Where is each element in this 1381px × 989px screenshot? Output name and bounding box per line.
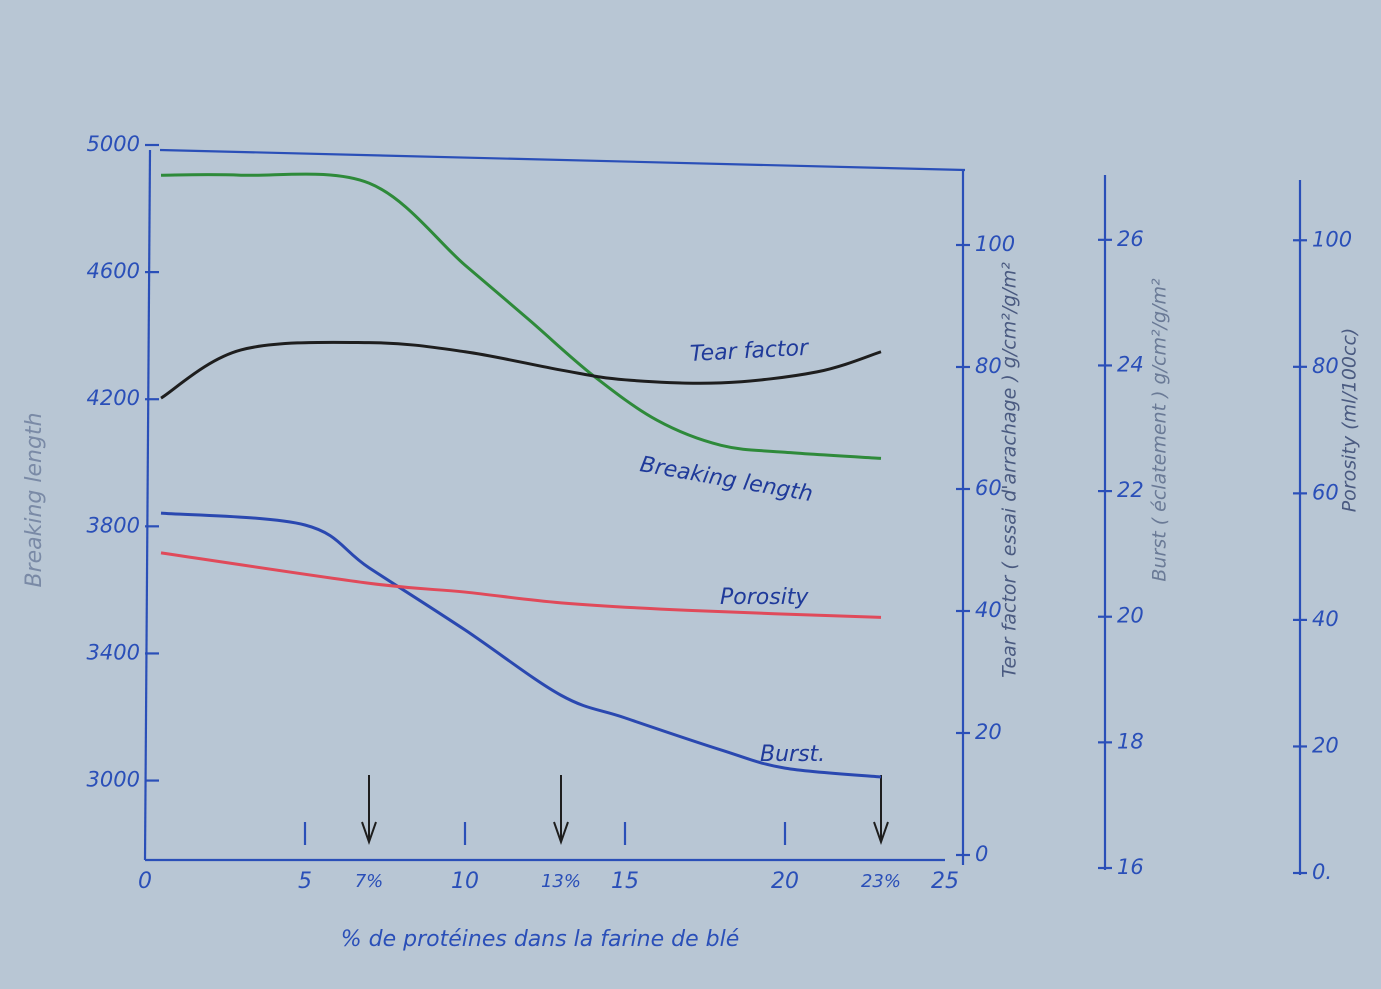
y-tick-label: 40: [975, 598, 1002, 622]
y-axis-title: Breaking length: [22, 412, 47, 587]
y-tick-label: 22: [1117, 478, 1144, 502]
y-tick-label: 20: [1117, 604, 1144, 628]
y2-axis-title: Tear factor ( essai d'arrachage ) g/cm²/…: [999, 262, 1021, 678]
y-tick-label: 3800: [87, 513, 140, 537]
y-tick-label: 3400: [87, 640, 140, 664]
chart: % de protéines dans la farine de blé Bre…: [0, 0, 1381, 989]
x-axis-title: % de protéines dans la farine de blé: [341, 927, 739, 952]
y-tick-label: 60: [1312, 480, 1339, 504]
y-tick-label: 20: [1312, 733, 1339, 757]
x-tick-label: 15: [611, 869, 639, 894]
y3-axis-title: Burst ( éclatement ) g/cm²/g/m²: [1149, 278, 1171, 582]
x-tick-label: 20: [771, 869, 799, 894]
y-tick-label: 24: [1117, 352, 1144, 376]
y-tick-label: 100: [1312, 227, 1352, 251]
y-tick-label: 3000: [87, 768, 140, 792]
x-tick-label: 25: [931, 869, 959, 894]
y-tick-label: 18: [1117, 729, 1144, 753]
y-tick-label: 4200: [87, 386, 140, 410]
y-tick-label: 100: [975, 232, 1015, 256]
x-tick-label: 23%: [861, 871, 901, 892]
series-label: Burst.: [760, 742, 825, 767]
x-tick-label: 5: [298, 869, 312, 894]
x-tick-label: 10: [451, 869, 479, 894]
y-tick-label: 16: [1117, 855, 1144, 879]
y-tick-label: 5000: [87, 132, 140, 156]
y-tick-label: 0: [975, 842, 988, 866]
y-tick-label: 4600: [87, 259, 140, 283]
y-tick-label: 40: [1312, 607, 1339, 631]
y-tick-label: 26: [1117, 227, 1144, 251]
paper: [0, 0, 1381, 989]
y4-axis-title: Porosity (ml/100cc): [1339, 328, 1361, 513]
y-tick-label: 80: [975, 354, 1002, 378]
y-tick-label: 60: [975, 476, 1002, 500]
y-tick-label: 80: [1312, 354, 1339, 378]
series-label: Porosity: [720, 585, 809, 610]
y-tick-label: 20: [975, 720, 1002, 744]
x-tick-label: 7%: [355, 871, 384, 892]
y-tick-label: 0.: [1312, 860, 1332, 884]
x-tick-label: 0: [138, 869, 152, 894]
x-tick-label: 13%: [541, 871, 581, 892]
